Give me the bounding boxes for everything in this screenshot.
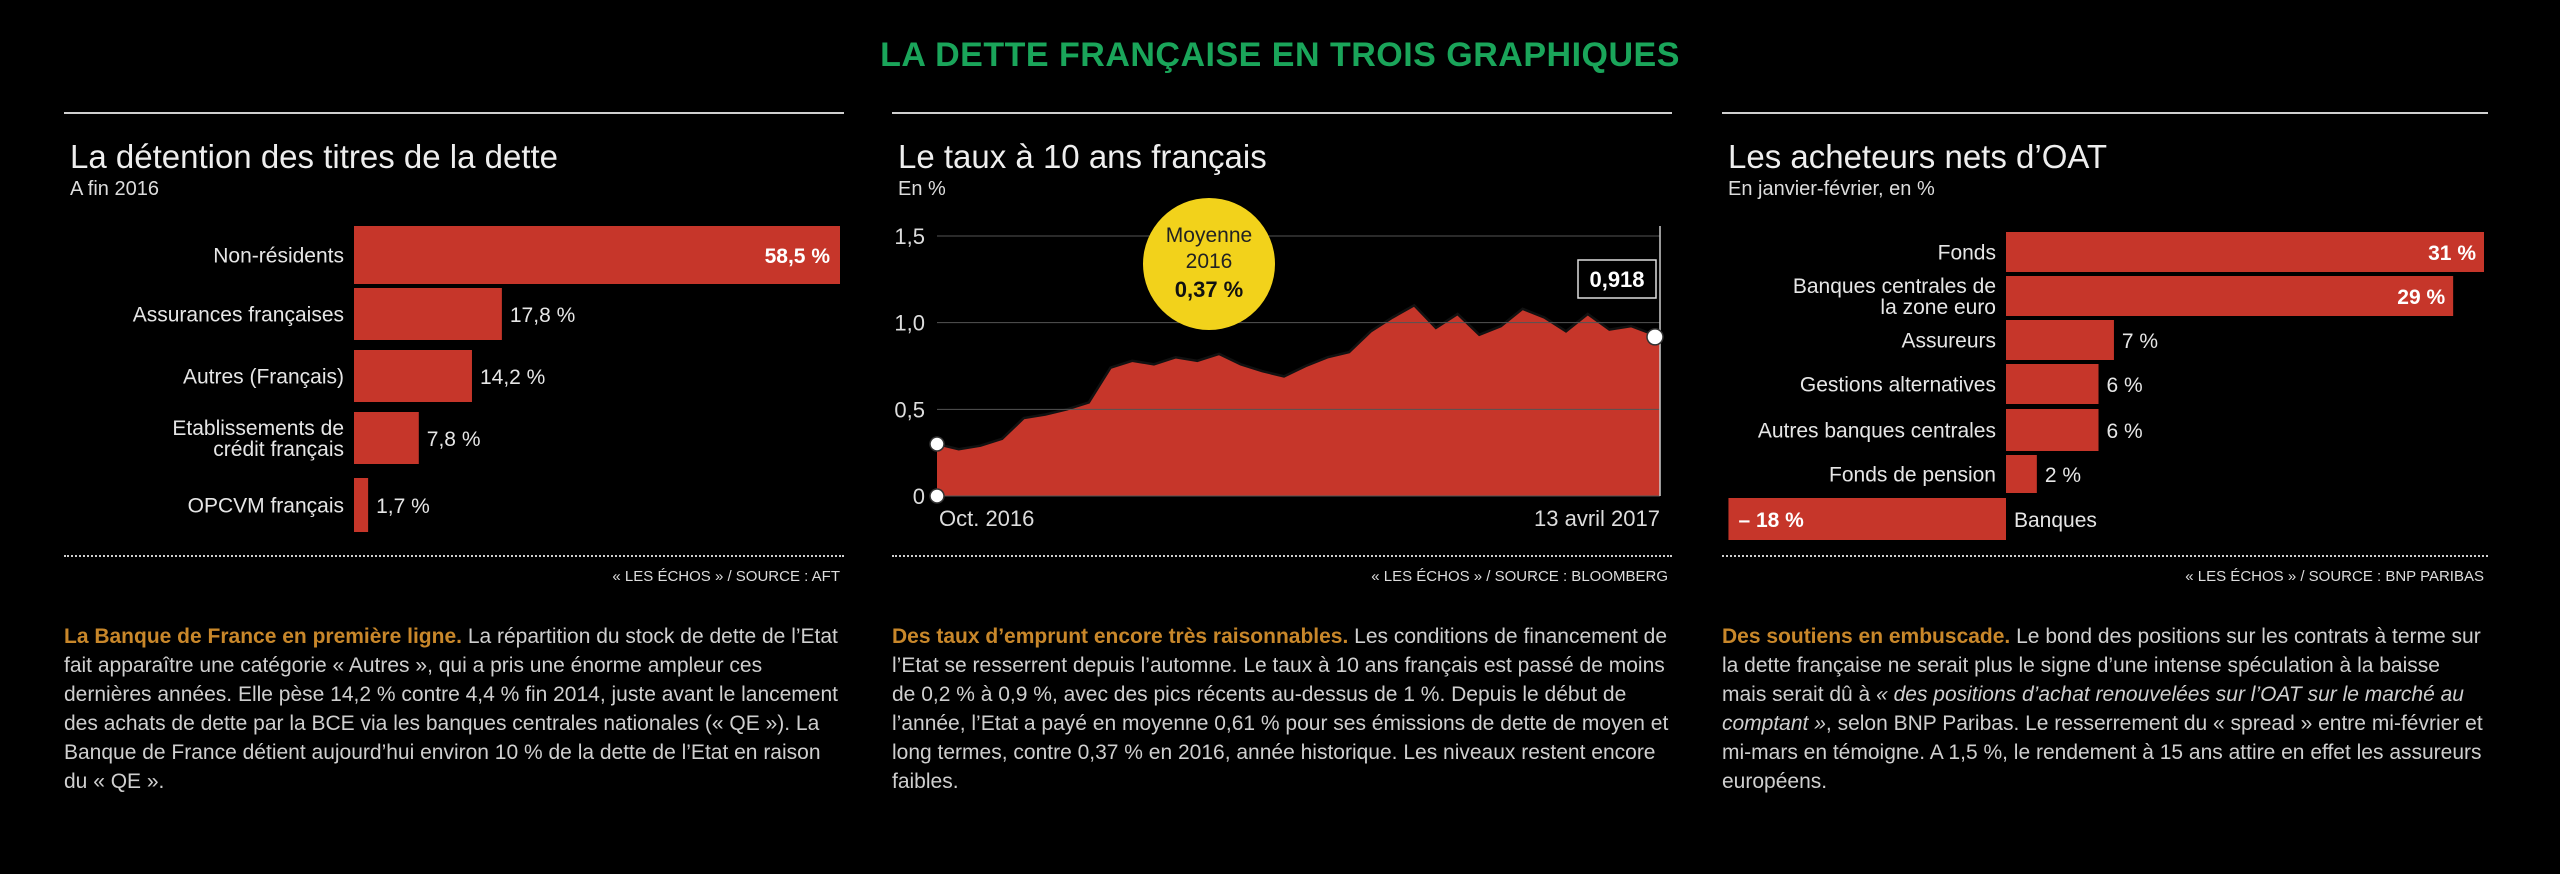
panel-subtitle: En % xyxy=(898,178,946,200)
holders-panel: La détention des titres de la dette A fi… xyxy=(64,112,844,862)
dotted-divider xyxy=(64,555,844,557)
panel-text: La Banque de France en première ligne. L… xyxy=(64,622,844,796)
text-lead: Des soutiens en embuscade. xyxy=(1722,625,2011,648)
panel-title: Le taux à 10 ans français xyxy=(898,138,1267,175)
y-tick-label: 0,5 xyxy=(894,397,925,422)
dotted-divider xyxy=(892,555,1672,557)
value-label: 1,7 % xyxy=(376,495,430,518)
x-start-label: Oct. 2016 xyxy=(939,506,1034,531)
panel-title: Les acheteurs nets d’OAT xyxy=(1728,138,2108,175)
category-label: Autres (Français) xyxy=(183,365,344,388)
text-body: Le bond des positions sur les contrats à… xyxy=(1722,625,2481,706)
value-label: 17,8 % xyxy=(510,304,575,327)
bar xyxy=(2006,455,2037,493)
value-label: 6 % xyxy=(2107,374,2143,397)
text-quote: « des positions d’achat renouvelées sur … xyxy=(1722,683,2464,735)
page-title: LA DETTE FRANÇAISE EN TROIS GRAPHIQUES xyxy=(880,36,1680,74)
category-label: Banques xyxy=(2014,509,2097,532)
text-body: Les conditions de financement de l’Etat … xyxy=(892,625,1669,793)
value-label: 58,5 % xyxy=(765,245,831,268)
value-label: 2 % xyxy=(2045,464,2081,487)
value-callout-box xyxy=(1577,259,1657,299)
start-marker xyxy=(929,436,945,452)
value-label: 7 % xyxy=(2122,330,2158,353)
source-note: « LES ÉCHOS » / SOURCE : BNP PARIBAS xyxy=(2185,568,2484,585)
text-body: La répartition du stock de dette de l’Et… xyxy=(64,625,838,793)
y-tick-label: 1,5 xyxy=(894,224,925,249)
buyers-panel: Les acheteurs nets d’OAT En janvier-févr… xyxy=(1722,112,2488,862)
bar xyxy=(354,288,502,340)
category-label: Banques centrales de la zone euro xyxy=(1793,275,1996,319)
category-label: Etablissements de crédit français xyxy=(172,417,344,461)
bar xyxy=(2006,320,2114,360)
average-badge-value: 0,37 % xyxy=(1175,277,1244,302)
category-label: Fonds xyxy=(1938,241,1996,264)
value-label: – 18 % xyxy=(1738,509,1804,532)
x-end-label: 13 avril 2017 xyxy=(1534,506,1660,531)
bar xyxy=(2006,232,2484,272)
bar xyxy=(354,226,840,284)
bar xyxy=(1728,498,2006,540)
source-note: « LES ÉCHOS » / SOURCE : AFT xyxy=(612,568,840,585)
bar xyxy=(354,412,419,464)
value-label: 7,8 % xyxy=(427,428,481,451)
category-label: Non-résidents xyxy=(213,244,344,267)
rate-area-chart: 0 0,5 1,0 1,5 Oct. 2016 13 avril 2017 0,918 Moy… xyxy=(894,198,1664,531)
y-tick-label: 1,0 xyxy=(894,311,925,336)
panel-title: La détention des titres de la dette xyxy=(70,138,559,175)
y-tick-label: 0 xyxy=(913,484,925,509)
end-marker xyxy=(1646,328,1664,346)
category-label: Gestions alternatives xyxy=(1800,373,1996,396)
rate-panel: Le taux à 10 ans français En % 0 0,5 1,0 1,… xyxy=(892,112,1672,862)
average-badge-title: Moyenne xyxy=(1166,224,1252,247)
value-label: 6 % xyxy=(2107,420,2143,443)
category-label: Assureurs xyxy=(1901,329,1996,352)
bar xyxy=(2006,276,2454,316)
value-callout: 0,918 xyxy=(1589,267,1644,292)
bar xyxy=(354,478,369,532)
average-badge xyxy=(1143,198,1275,330)
bar xyxy=(354,350,472,402)
panel-rule xyxy=(892,112,1672,114)
buyers-bar-chart: Fonds 31 % Banques centrales de la zone eur… xyxy=(1728,232,2484,540)
value-label: 14,2 % xyxy=(480,366,545,389)
category-label: Fonds de pension xyxy=(1829,463,1996,486)
text-lead: La Banque de France en première ligne. xyxy=(64,625,462,648)
category-label: Assurances françaises xyxy=(133,303,344,326)
series-line xyxy=(936,303,1661,451)
value-label: 29 % xyxy=(2397,286,2445,309)
area-series xyxy=(937,305,1660,496)
text-lead: Des taux d’emprunt encore très raisonnab… xyxy=(892,625,1349,648)
panel-subtitle: A fin 2016 xyxy=(70,178,159,200)
panel-text: Des taux d’emprunt encore très raisonnab… xyxy=(892,622,1672,796)
text-body-end: , selon BNP Paribas. Le resserrement du … xyxy=(1722,712,2483,793)
panel-text: Des soutiens en embuscade. Le bond des p… xyxy=(1722,622,2488,796)
origin-marker xyxy=(929,488,945,504)
panel-rule xyxy=(1722,112,2488,114)
panel-subtitle: En janvier-février, en % xyxy=(1728,178,1935,200)
dotted-divider xyxy=(1722,555,2488,557)
value-label: 31 % xyxy=(2428,242,2476,265)
category-label: Autres banques centrales xyxy=(1758,419,1996,442)
holders-bar-chart: Non-résidents 58,5 % Assurances françaises… xyxy=(133,226,840,532)
source-note: « LES ÉCHOS » / SOURCE : BLOOMBERG xyxy=(1371,568,1668,585)
bar xyxy=(2006,364,2099,404)
panel-rule xyxy=(64,112,844,114)
bar xyxy=(2006,409,2099,451)
average-badge-year: 2016 xyxy=(1186,250,1233,273)
category-label: OPCVM français xyxy=(188,494,344,517)
